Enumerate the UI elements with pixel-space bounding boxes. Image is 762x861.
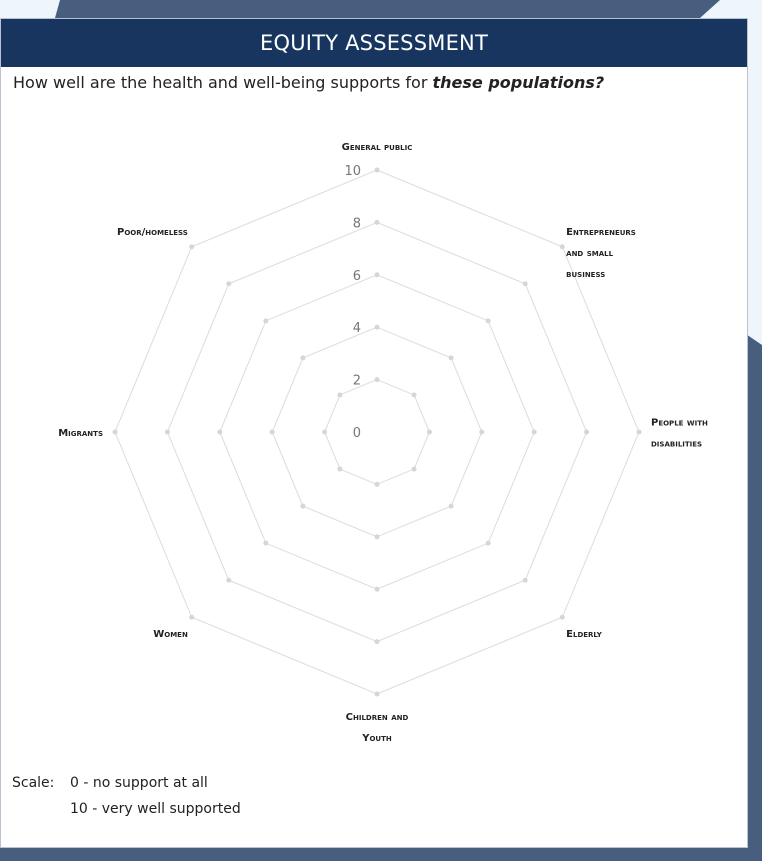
grid-vertex-dot — [322, 429, 328, 435]
grid-vertex-dot — [189, 614, 195, 620]
grid-vertex-dot — [448, 503, 454, 509]
grid-vertex-dot — [337, 392, 343, 398]
question-emphasis: these populations? — [432, 73, 605, 92]
axis-label: Women — [153, 629, 188, 640]
grid-vertex-dot — [448, 355, 454, 361]
grid-vertex-dot — [217, 429, 223, 435]
grid-vertex-dot — [269, 429, 275, 435]
grid-vertex-dot — [426, 429, 432, 435]
grid-vertex-dot — [374, 324, 380, 330]
grid-vertex-dot — [485, 318, 491, 324]
grid-vertex-dot — [337, 466, 343, 472]
grid-vertex-dot — [226, 577, 232, 583]
axis-label: Entrepreneurs and small business — [566, 227, 636, 280]
grid-vertex-dot — [263, 540, 269, 546]
grid-vertex-dot — [559, 244, 565, 250]
tick-label: 8 — [353, 216, 361, 231]
grid-ring — [114, 169, 640, 695]
axis-label: General public — [342, 142, 413, 153]
grid-vertex-dot — [584, 429, 590, 435]
grid-vertex-dot — [374, 481, 380, 487]
grid-vertex-dot — [636, 429, 642, 435]
axis-label: Children and Youth — [346, 712, 409, 744]
tick-label: 6 — [353, 269, 361, 284]
grid-vertex-dot — [374, 167, 380, 173]
scale-min: 0 - no support at all — [70, 775, 208, 791]
grid-vertex-dot — [374, 639, 380, 645]
grid-vertex-dot — [485, 540, 491, 546]
equity-assessment-card: EQUITY ASSESSMENT How well are the healt… — [0, 18, 748, 848]
tick-label: 4 — [353, 321, 361, 336]
grid-vertex-dot — [374, 534, 380, 540]
grid-vertex-dot — [522, 577, 528, 583]
scale-label: Scale: — [12, 775, 55, 791]
grid-vertex-dot — [226, 281, 232, 287]
axis-label: Poor/homeless — [117, 227, 188, 238]
grid-vertex-dot — [189, 244, 195, 250]
grid-vertex-dot — [374, 586, 380, 592]
grid-vertex-dot — [374, 272, 380, 278]
grid-vertex-dot — [374, 377, 380, 383]
grid-vertex-dot — [411, 466, 417, 472]
grid-vertex-dot — [112, 429, 118, 435]
grid-vertex-dot — [559, 614, 565, 620]
grid-vertex-dot — [300, 355, 306, 361]
grid-vertex-dot — [479, 429, 485, 435]
axis-label: Elderly — [566, 629, 603, 640]
question-text: How well are the health and well-being s… — [13, 73, 433, 92]
axis-label: People with disabilities — [651, 418, 708, 450]
scale-max: 10 - very well supported — [70, 801, 241, 817]
question: How well are the health and well-being s… — [1, 67, 747, 92]
grid-vertex-dot — [164, 429, 170, 435]
tick-label: 10 — [344, 164, 361, 179]
grid-vertex-dot — [263, 318, 269, 324]
grid-vertex-dot — [531, 429, 537, 435]
scale-legend: Scale: 0 - no support at all 10 - very we… — [12, 770, 241, 822]
grid-vertex-dot — [374, 691, 380, 697]
grid-vertex-dot — [522, 281, 528, 287]
grid-vertex-dot — [300, 503, 306, 509]
grid-vertex-dot — [411, 392, 417, 398]
grid-vertex-dot — [374, 219, 380, 225]
page-title: EQUITY ASSESSMENT — [260, 31, 488, 55]
header: EQUITY ASSESSMENT — [1, 19, 747, 67]
axis-label: Migrants — [58, 428, 103, 439]
tick-label: 0 — [353, 426, 361, 441]
tick-label: 2 — [353, 374, 361, 389]
